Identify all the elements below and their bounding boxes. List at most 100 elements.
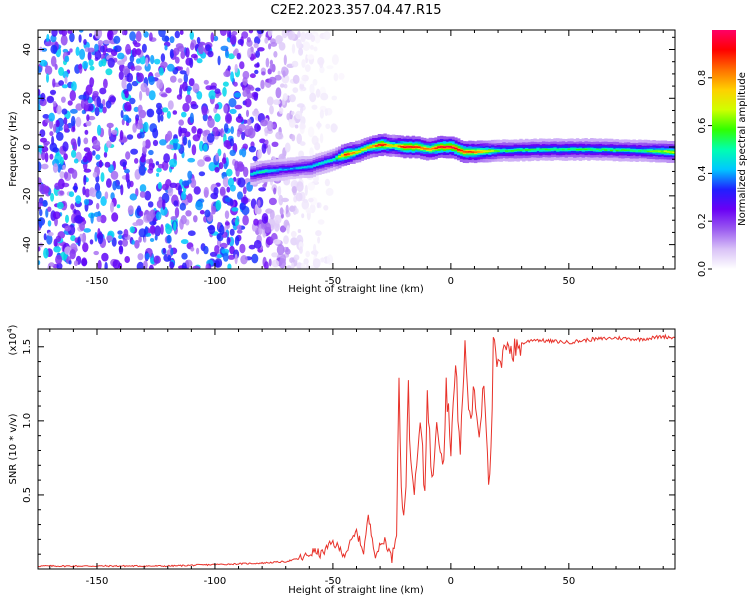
- spectrogram-ridge-cell: [374, 145, 379, 147]
- colorbar-tick-label: 0.8: [697, 70, 708, 86]
- spectrogram-noise-cell: [172, 138, 179, 144]
- spectrogram-noise-cell: [137, 104, 143, 114]
- spectrogram-noise-cell: [308, 197, 314, 203]
- spectrogram-noise-cell: [160, 61, 168, 69]
- spectrogram-noise-cell: [162, 107, 169, 113]
- spectrogram-panel: -150 -100 -50 0 50 -40 -20 0 20 40 Height of str…: [8, 29, 676, 295]
- spectrogram-ridge-cell: [335, 158, 339, 160]
- spectrogram-noise-cell: [316, 202, 320, 209]
- spectrogram-ridge-cell: [292, 167, 297, 169]
- spectrogram-ridge-cell: [264, 170, 268, 172]
- spectrogram-noise-cell: [78, 94, 87, 100]
- spectrogram-noise-cell: [155, 161, 160, 166]
- spectrogram-ridge-cell: [476, 151, 481, 153]
- spectrogram-noise-cell: [212, 126, 219, 137]
- spectrogram-noise-cell: [222, 81, 229, 87]
- spectrogram-noise-cell: [264, 139, 269, 146]
- spectrogram-noise-cell: [136, 72, 144, 83]
- spectrogram-ridge-cell: [612, 148, 617, 153]
- spectrogram-noise-cell: [273, 51, 278, 58]
- spectrogram-noise-cell: [302, 77, 309, 82]
- spectrogram-noise-cell: [248, 146, 256, 153]
- spectrogram-noise-cell: [52, 78, 56, 88]
- spectrogram-noise-cell: [153, 255, 161, 264]
- spectrogram-noise-cell: [317, 236, 321, 244]
- spectrogram-noise-cell: [70, 203, 75, 210]
- spectrogram-noise-cell: [237, 191, 243, 200]
- spectrogram-noise-cell: [123, 228, 129, 238]
- spectrogram-noise-cell: [47, 206, 52, 212]
- spectrogram-noise-cell: [220, 45, 229, 51]
- spectrogram-noise-cell: [140, 82, 148, 93]
- spectrogram-noise-cell: [39, 209, 43, 217]
- spectrogram-noise-cell: [135, 48, 142, 56]
- spectrogram-noise-cell: [117, 52, 125, 60]
- spectrogram-noise-cell: [83, 147, 91, 153]
- spectrogram-ridge-cell: [658, 150, 662, 153]
- spectrogram-noise-cell: [261, 142, 267, 154]
- spectrogram-noise-cell: [191, 126, 197, 134]
- spectrogram-noise-cell: [146, 108, 155, 118]
- spectrogram-noise-cell: [230, 71, 235, 82]
- spectrogram-ridge-cell: [530, 148, 534, 152]
- spectrogram-noise-cell: [191, 144, 197, 156]
- spectrogram-noise-cell: [187, 193, 193, 203]
- spectrogram-noise-cell: [277, 70, 281, 76]
- spectrogram-noise-cell: [81, 109, 86, 115]
- snr-x-ticks: -150 -100 -50 0 50: [49, 329, 664, 587]
- spectrogram-noise-cell: [249, 73, 256, 79]
- spectrogram-noise-cell: [106, 178, 112, 188]
- spectrogram-noise-cell: [68, 260, 72, 265]
- spectrogram-noise-cell: [69, 249, 76, 260]
- spectrogram-noise-cell: [222, 252, 229, 262]
- spectrogram-noise-cell: [235, 115, 244, 123]
- spectrogram-noise-cell: [309, 147, 314, 158]
- spectrogram-noise-cell: [139, 55, 146, 65]
- spectrogram-noise-cell: [273, 187, 277, 195]
- spectrogram-noise-cell: [224, 210, 230, 219]
- spectrogram-ridge-cell: [287, 168, 291, 170]
- spectrogram-ridge-cell: [519, 149, 523, 152]
- spectrogram-noise-cell: [239, 243, 246, 254]
- spectrogram-noise-cell: [126, 179, 131, 189]
- spectrogram-noise-cell: [69, 48, 73, 53]
- spectrogram-noise-cell: [94, 106, 100, 117]
- spectrogram-noise-cell: [246, 109, 249, 118]
- spectrogram-noise-cell: [129, 55, 135, 63]
- spectrogram-ridge-cell: [479, 151, 484, 153]
- spectrogram-noise-cell: [277, 185, 282, 197]
- spectrogram-noise-cell: [126, 134, 134, 140]
- spectrogram-noise-cell: [292, 87, 299, 93]
- spectrogram-ridge-cell: [612, 148, 617, 151]
- spectrogram-noise-cell: [118, 234, 123, 240]
- spectrogram-noise-cell: [169, 261, 175, 269]
- spectrogram-noise-cell: [73, 260, 79, 267]
- spectrogram-noise-cell: [94, 30, 103, 39]
- spectrogram-noise-cell: [273, 238, 281, 245]
- spectrogram-ridge-cell: [380, 144, 384, 146]
- spectrogram-noise-cell: [227, 65, 231, 71]
- spectrogram-noise-cell: [62, 48, 69, 53]
- spectrogram-ridge-cell: [284, 168, 288, 171]
- spectrogram-ridge-cell: [411, 146, 416, 148]
- spectrogram-ridge-cell: [323, 161, 328, 163]
- spectrogram-noise-cell: [291, 60, 299, 68]
- spectrogram-noise-cell: [228, 53, 235, 60]
- spectrogram-ridge-cell: [326, 160, 331, 162]
- spectrogram-noise-cell: [99, 87, 107, 95]
- spectrogram-noise-cell: [304, 31, 313, 40]
- spectrogram-noise-cell: [244, 98, 252, 108]
- spectrogram-noise-cell: [325, 187, 334, 196]
- spectrogram-noise-cell: [48, 262, 55, 267]
- spectrogram-noise-cell: [78, 63, 83, 70]
- spectrogram-noise-cell: [145, 252, 150, 260]
- spectrogram-noise-cell: [298, 150, 305, 158]
- spectrogram-ridge-cell: [652, 150, 656, 152]
- snr-x-tick-label: -150: [86, 576, 109, 587]
- spectrogram-noise-cell: [56, 201, 64, 210]
- spectrogram-noise-cell: [298, 47, 304, 56]
- spectrogram-noise-cell: [253, 218, 259, 226]
- spectrogram-noise-cell: [77, 136, 81, 147]
- spectrogram-noise-cell: [38, 246, 41, 252]
